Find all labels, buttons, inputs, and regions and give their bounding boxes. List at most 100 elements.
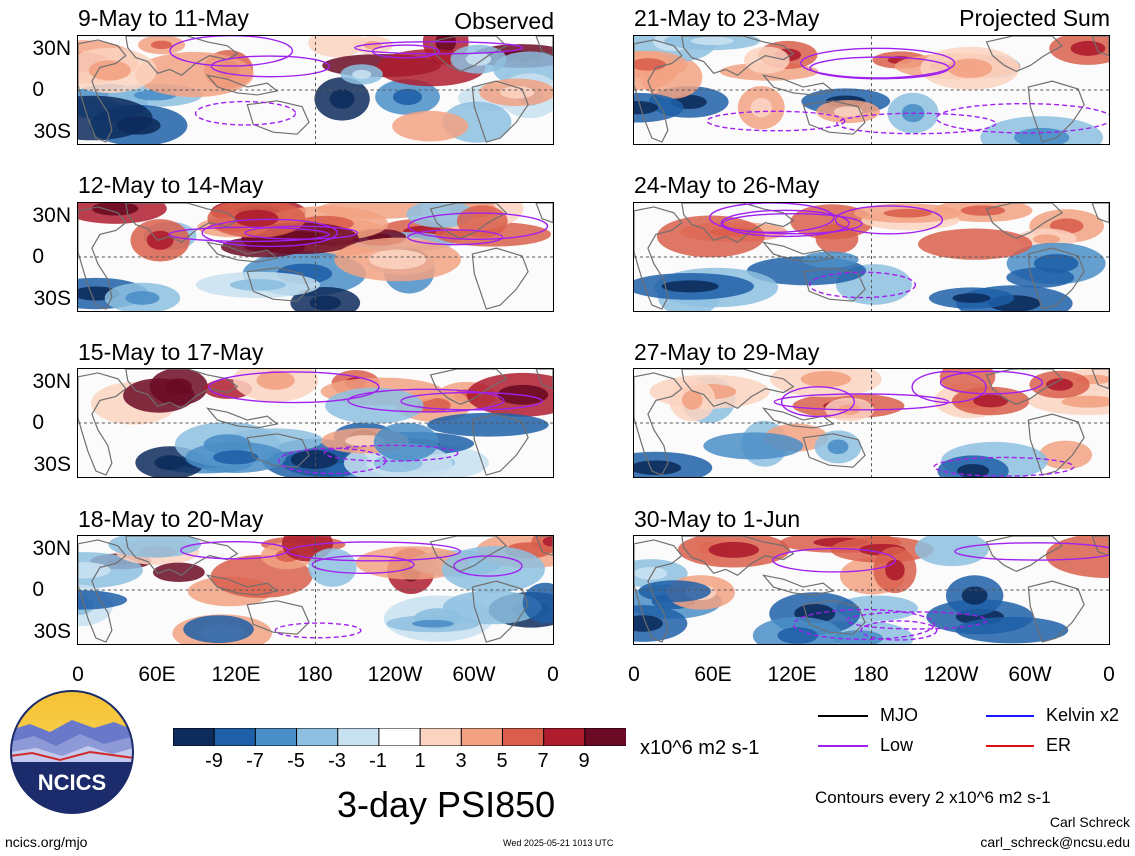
anomaly-shade — [465, 52, 492, 66]
anomaly-shade — [703, 432, 804, 460]
coastline — [681, 536, 795, 576]
colorbar-bin — [543, 727, 586, 747]
panel-title: 21-May to 23-May — [634, 5, 820, 31]
colorbar-tick: 5 — [496, 750, 508, 772]
low-contour — [772, 547, 896, 573]
anomaly-shade — [369, 249, 427, 270]
lon-label: 120W — [923, 663, 979, 686]
anomaly-shade — [308, 548, 357, 587]
colorbar-bin — [296, 727, 339, 747]
coastline — [634, 206, 683, 310]
anomaly-shade — [801, 251, 859, 268]
anomaly-shade — [256, 370, 295, 390]
anomaly-shade — [634, 615, 663, 632]
low-contour — [939, 370, 1043, 395]
ncics-logo: NCICS — [10, 690, 134, 814]
coastline — [471, 413, 529, 476]
lon-label: 120E — [767, 663, 817, 686]
anomaly-shade — [1061, 395, 1109, 408]
anomaly-shade — [634, 58, 666, 71]
coastline — [681, 369, 795, 409]
anomaly-shade — [213, 450, 259, 465]
anomaly-shade — [885, 559, 905, 581]
lat-label: 30S — [33, 620, 71, 643]
low-contour — [721, 213, 863, 235]
coastline — [1027, 80, 1085, 143]
anomaly-shade — [317, 203, 436, 219]
legend-kelvin: Kelvin x2 — [1046, 705, 1120, 725]
map-panel — [77, 535, 554, 645]
low-contour — [168, 226, 330, 243]
panel-title: 9-May to 11-May — [78, 5, 249, 31]
colorbar-tick: -3 — [328, 750, 346, 772]
colorbar-tick: -5 — [287, 750, 305, 772]
coastline — [125, 203, 239, 243]
map-panel — [77, 368, 554, 478]
anomaly-shade — [229, 278, 286, 291]
anomaly-shade — [1039, 440, 1093, 470]
anomaly-shade — [411, 619, 454, 628]
low-contour — [169, 36, 294, 67]
anomaly-shade — [634, 92, 684, 123]
map-panel — [633, 35, 1110, 145]
low-contour — [201, 218, 338, 248]
colorbar-bin — [378, 727, 422, 747]
map-panel — [77, 35, 554, 145]
low-contour — [453, 555, 523, 577]
coastline — [205, 407, 279, 429]
lon-label: 60E — [138, 663, 176, 686]
legend-mjo: MJO — [880, 705, 918, 725]
lat-label: 30N — [32, 37, 71, 60]
colorbar-tick: -7 — [246, 750, 264, 772]
anomaly-shade — [883, 208, 932, 218]
coastline — [1091, 203, 1109, 224]
low-contour — [323, 444, 459, 462]
anomaly-shade — [373, 422, 439, 462]
lat-label: 30N — [32, 537, 71, 560]
lon-label: 0 — [72, 663, 84, 686]
anomaly-shade — [1006, 267, 1075, 288]
lon-label: 0 — [547, 663, 559, 686]
anomaly-shade — [78, 95, 153, 141]
low-contour — [780, 386, 855, 418]
anomaly-shade — [522, 582, 553, 624]
mjo-line-swatch — [818, 715, 868, 717]
anomaly-shade — [308, 36, 365, 58]
lon-label: 60W — [452, 663, 496, 686]
low-contour — [834, 205, 944, 235]
low-contour — [354, 41, 524, 55]
anomaly-shade — [427, 412, 549, 437]
low-contour — [706, 110, 846, 132]
anomaly-shade — [442, 590, 542, 625]
colorbar-bin — [254, 727, 298, 747]
observed-label: Observed — [454, 8, 554, 34]
colorbar-tick: 7 — [537, 750, 549, 772]
anomaly-shade — [78, 590, 128, 610]
anomaly-shade — [500, 86, 535, 99]
lat-label: 0 — [32, 78, 44, 101]
lat-label: 30N — [32, 204, 71, 227]
panel-title: 24-May to 26-May — [634, 172, 820, 198]
colorbar-bin — [460, 727, 504, 747]
anomaly-shade — [392, 88, 423, 106]
colorbar-bin — [584, 727, 628, 747]
coastline — [761, 574, 835, 596]
anomaly-shade — [918, 228, 1033, 260]
logo-text: NCICS — [38, 770, 106, 795]
low-line-swatch — [818, 745, 868, 747]
anomaly-shade — [244, 242, 283, 252]
lat-label: 30S — [33, 453, 71, 476]
colorbar-tick: 1 — [414, 750, 426, 772]
map-panel — [633, 368, 1110, 478]
er-line-swatch — [986, 745, 1034, 747]
lon-label: 120W — [367, 663, 423, 686]
coastline — [78, 39, 127, 143]
colorbar-tick: -1 — [369, 750, 387, 772]
lat-label: 30S — [33, 287, 71, 310]
contour-note: Contours every 2 x10^6 m2 s-1 — [815, 788, 1051, 807]
coastline — [78, 539, 127, 643]
coastline — [761, 241, 835, 263]
coastline — [802, 267, 866, 302]
anomaly-shade — [134, 51, 254, 98]
anomaly-shade — [973, 394, 1009, 408]
